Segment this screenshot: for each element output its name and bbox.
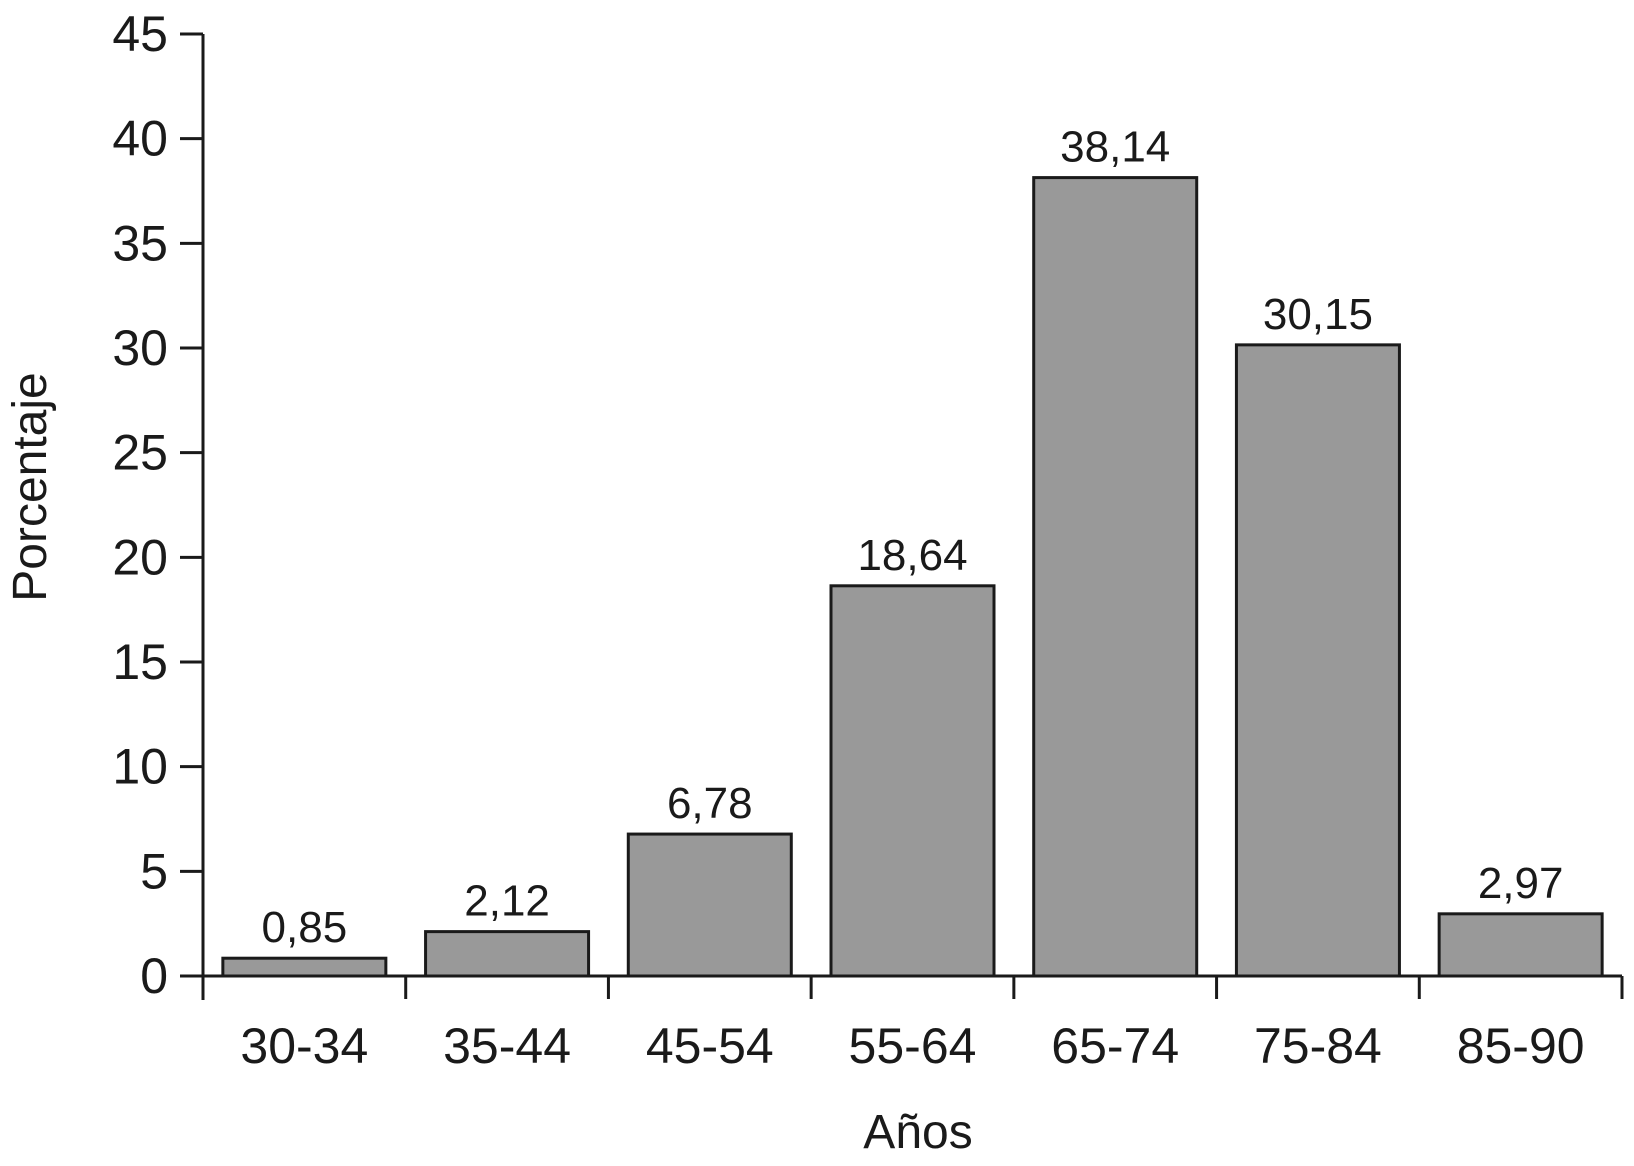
bar [1437, 912, 1604, 978]
bar-value-label: 0,85 [262, 903, 348, 952]
y-tick-label: 45 [112, 6, 168, 62]
y-tick-label: 35 [112, 215, 168, 271]
y-tick-label: 0 [140, 948, 168, 1004]
bar-value-label: 2,12 [464, 877, 550, 926]
bar [424, 930, 591, 978]
bar [221, 956, 388, 978]
bar [1234, 343, 1401, 978]
y-tick-label: 20 [112, 529, 168, 585]
x-axis: 30-34 35-44 45-54 55-64 65-74 75-84 85-90 [201, 974, 1624, 1074]
x-category-label: 35-44 [443, 1018, 571, 1074]
x-category-label: 75-84 [1254, 1018, 1382, 1074]
y-tick-label: 30 [112, 320, 168, 376]
bar-value-label: 38,14 [1060, 123, 1170, 172]
bar-value-label: 18,64 [857, 531, 967, 580]
bar [1032, 176, 1199, 978]
y-tick-label: 10 [112, 739, 168, 795]
y-tick-label: 5 [140, 843, 168, 899]
y-axis-title: Porcentaje [4, 372, 57, 601]
bar [829, 584, 996, 978]
y-tick-label: 25 [112, 425, 168, 481]
bar-value-label: 6,78 [667, 779, 753, 828]
x-category-label: 85-90 [1457, 1018, 1585, 1074]
bar-value-label: 2,97 [1478, 859, 1564, 908]
bars: 0,85 2,12 6,78 18,64 38,14 30,15 2,97 [221, 123, 1604, 978]
x-axis-title: Años [863, 1106, 972, 1159]
x-category-label: 55-64 [849, 1018, 977, 1074]
x-category-label: 65-74 [1051, 1018, 1179, 1074]
y-tick-label: 15 [112, 634, 168, 690]
y-axis: 0 5 10 15 20 25 30 35 40 45 [112, 6, 205, 1004]
x-category-label: 30-34 [240, 1018, 368, 1074]
x-category-label: 45-54 [646, 1018, 774, 1074]
bar-value-label: 30,15 [1263, 290, 1373, 339]
bar [626, 832, 793, 978]
y-tick-label: 40 [112, 111, 168, 167]
